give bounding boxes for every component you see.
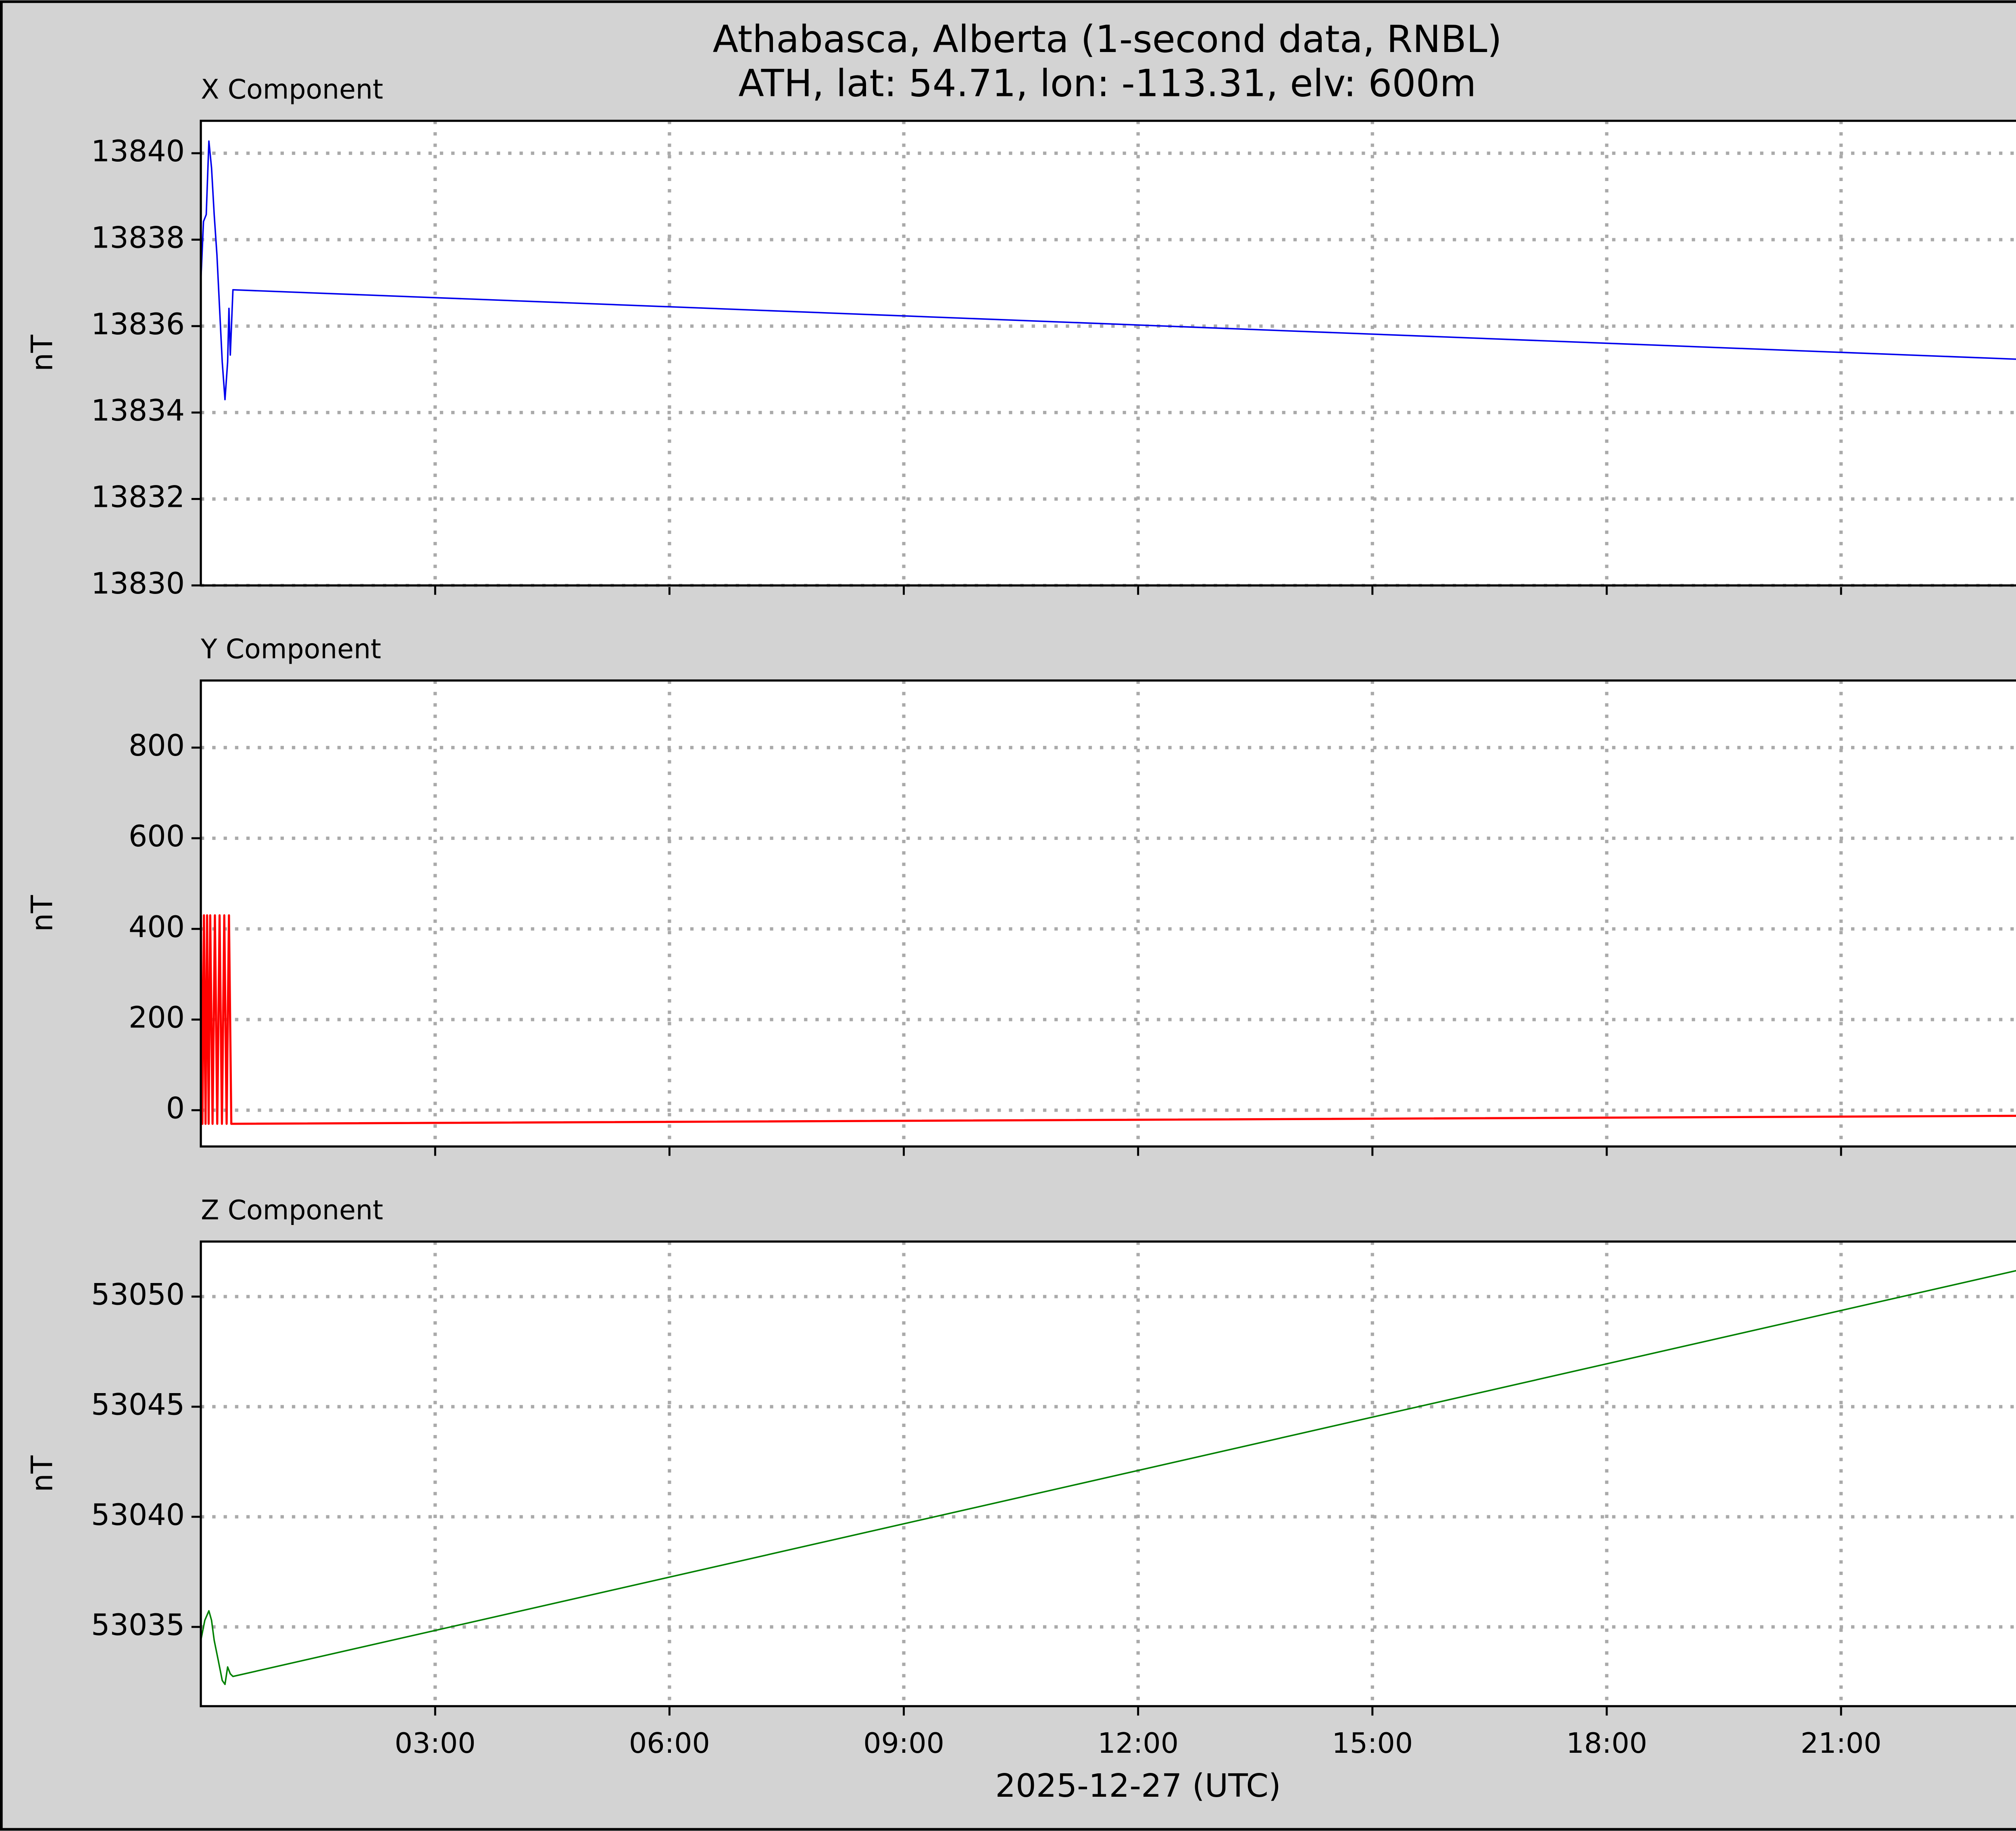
y-axis-label: nT [25, 1455, 60, 1492]
y-axis-label: nT [25, 335, 60, 371]
x-tick-label: 15:00 [1332, 1727, 1413, 1760]
y-tick-label: 600 [129, 819, 185, 854]
x-tick-label: 06:00 [629, 1727, 710, 1760]
y-tick-label: 13838 [91, 221, 185, 255]
y-tick-label: 13832 [91, 480, 185, 515]
y-axis-label: nT [25, 895, 60, 932]
y-tick-label: 53045 [91, 1388, 185, 1422]
x-tick-label: 12:00 [1098, 1727, 1179, 1760]
panel-title: X Component [201, 74, 383, 105]
y-tick-label: 53050 [91, 1278, 185, 1312]
x-tick-label: 03:00 [395, 1727, 476, 1760]
x-tick-label: 18:00 [1566, 1727, 1647, 1760]
y-tick-label: 400 [129, 910, 185, 944]
y-tick-label: 53035 [91, 1608, 185, 1642]
y-tick-label: 13834 [91, 394, 185, 428]
plot-frame [200, 1240, 2016, 1708]
y-tick-label: 13836 [91, 307, 185, 342]
figure-subtitle: ATH, lat: 54.71, lon: -113.31, elv: 600m [738, 62, 1476, 105]
figure-title: Athabasca, Alberta (1-second data, RNBL) [713, 17, 1502, 61]
y-tick-label: 13830 [91, 567, 185, 601]
data-line [201, 914, 2016, 1125]
x-axis-label: 2025-12-27 (UTC) [995, 1767, 1281, 1804]
plot-area [201, 121, 2016, 585]
plot-frame [200, 679, 2016, 1148]
y-tick-label: 800 [129, 729, 185, 763]
plot-frame [200, 119, 2016, 587]
plot-area [201, 1241, 2016, 1706]
plot-area [201, 680, 2016, 1147]
panel-title: Z Component [201, 1194, 383, 1226]
y-tick-label: 53040 [91, 1498, 185, 1532]
y-tick-label: 13840 [91, 134, 185, 169]
x-tick-label: 21:00 [1801, 1727, 1882, 1760]
y-tick-label: 200 [129, 1001, 185, 1035]
panel-title: Y Component [200, 633, 381, 665]
y-tick-label: 0 [166, 1091, 185, 1125]
data-line [201, 1270, 2016, 1685]
x-tick-label: 09:00 [863, 1727, 944, 1760]
data-line [201, 140, 2016, 400]
